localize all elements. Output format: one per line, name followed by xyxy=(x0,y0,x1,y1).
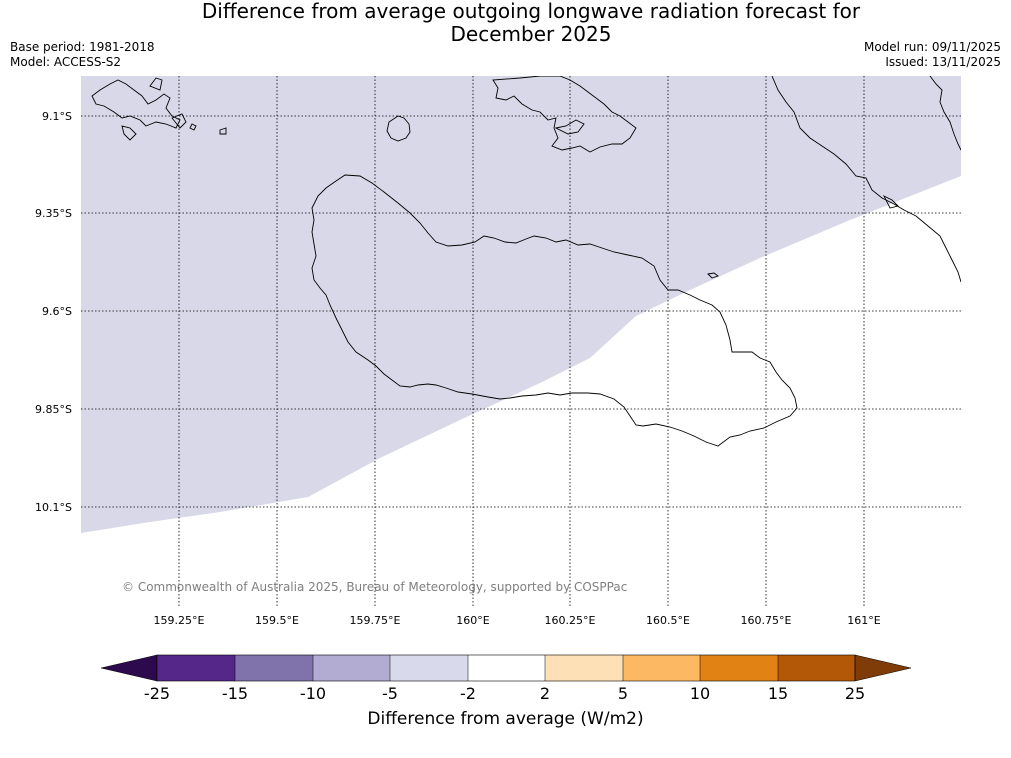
model-name: Model: ACCESS-S2 xyxy=(10,55,122,69)
meta-right: Model run: 09/11/2025 Issued: 13/11/2025 xyxy=(864,40,1001,70)
lat-ticks: 9.1°S 9.35°S 9.6°S 9.85°S 10.1°S xyxy=(35,110,72,514)
colorbar-segment xyxy=(235,655,313,681)
title-line-1: Difference from average outgoing longwav… xyxy=(201,0,861,23)
colorbar-tick-label: -10 xyxy=(300,684,326,703)
chart-title: Difference from average outgoing longwav… xyxy=(0,0,1011,46)
lon-tick-label: 159.75°E xyxy=(350,614,401,627)
lon-tick-label: 160.5°E xyxy=(646,614,690,627)
colorbar-segment xyxy=(157,655,235,681)
model-run: Model run: 09/11/2025 xyxy=(863,40,1001,54)
anomaly-shaded-area xyxy=(81,76,961,533)
colorbar-tick-label: 15 xyxy=(768,684,788,703)
issued-date: Issued: 13/11/2025 xyxy=(885,55,1001,69)
lon-tick-label: 159.25°E xyxy=(154,614,205,627)
colorbar: -25 -15 -10 -5 -2 2 5 10 15 25 xyxy=(100,654,912,703)
colorbar-segment xyxy=(390,655,468,681)
savo-island-coastline xyxy=(386,115,411,142)
colorbar-tick-label: -15 xyxy=(222,684,248,703)
lon-tick-label: 160°E xyxy=(456,614,489,627)
lat-tick-label: 10.1°S xyxy=(35,501,72,514)
colorbar-segment xyxy=(313,655,390,681)
base-period: Base period: 1981-2018 xyxy=(10,40,155,54)
colorbar-segment xyxy=(623,655,700,681)
lon-tick-label: 159.5°E xyxy=(255,614,299,627)
colorbar-extend-high xyxy=(854,654,912,682)
title-line-2: December 2025 xyxy=(450,22,612,46)
colorbar-tick-label: 5 xyxy=(618,684,628,703)
colorbar-segment xyxy=(545,655,623,681)
colorbar-tick-label: 10 xyxy=(690,684,710,703)
malaita-coastline xyxy=(771,76,961,283)
lon-tick-label: 160.25°E xyxy=(545,614,596,627)
lon-tick-label: 160.75°E xyxy=(741,614,792,627)
colorbar-segment xyxy=(778,655,855,681)
colorbar-label: Difference from average (W/m2) xyxy=(367,709,644,729)
colorbar-ticks: -25 -15 -10 -5 -2 2 5 10 15 25 xyxy=(144,684,865,703)
meta-left: Base period: 1981-2018 Model: ACCESS-S2 xyxy=(10,40,155,70)
colorbar-tick-label: -2 xyxy=(460,684,476,703)
colorbar-tick-label: -5 xyxy=(382,684,398,703)
lat-tick-label: 9.35°S xyxy=(35,207,72,220)
colorbar-tick-label: -25 xyxy=(144,684,170,703)
copyright-notice: © Commonwealth of Australia 2025, Bureau… xyxy=(122,580,628,594)
lat-tick-label: 9.1°S xyxy=(42,110,72,123)
lon-tick-label: 161°E xyxy=(847,614,880,627)
lat-tick-label: 9.6°S xyxy=(42,305,72,318)
colorbar-segment xyxy=(468,655,545,681)
colorbar-tick-label: 2 xyxy=(540,684,550,703)
colorbar-tick-label: 25 xyxy=(845,684,865,703)
colorbar-segment xyxy=(700,655,778,681)
lat-tick-label: 9.85°S xyxy=(35,403,72,416)
gridlines xyxy=(81,76,961,606)
florida-islands-coastline xyxy=(492,76,637,153)
colorbar-extend-low xyxy=(100,654,158,682)
coastlines xyxy=(91,76,961,447)
lon-ticks: 159.25°E 159.5°E 159.75°E 160°E 160.25°E… xyxy=(154,614,881,627)
guadalcanal-coastline xyxy=(311,174,798,447)
